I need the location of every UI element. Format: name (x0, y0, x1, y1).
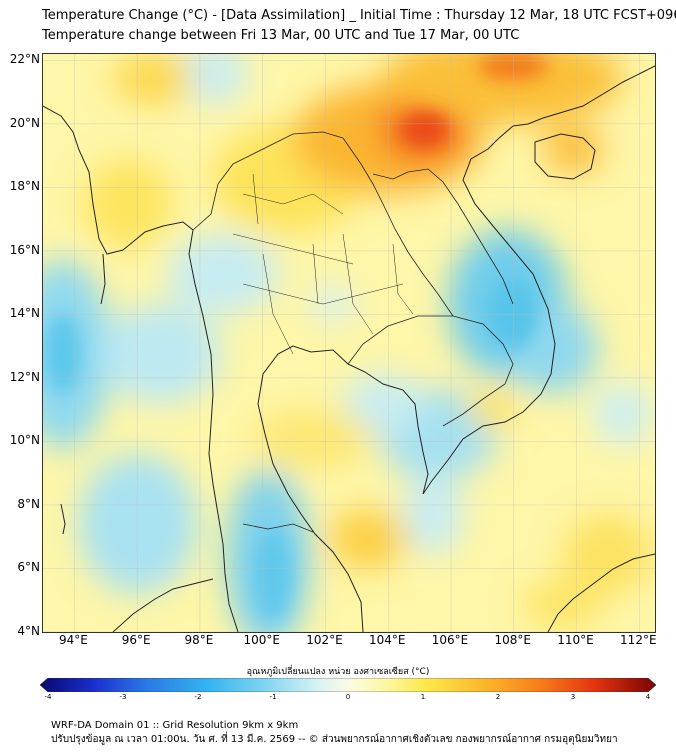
hotspot-layer (45, 54, 548, 619)
border-thailand-myanmar (192, 131, 344, 231)
map-title: Temperature Change (°C) - [Data Assimila… (42, 8, 676, 23)
footer-update-info: ปรับปรุงข้อมูล ณ เวลา 01:00น. วัน ศ. ที่… (51, 734, 618, 745)
graticule (43, 54, 655, 632)
longitude-label: 102°E (306, 633, 343, 647)
longitude-label: 94°E (58, 633, 88, 647)
latitude-label: 14°N (9, 306, 40, 321)
temperature-field-layer (43, 54, 653, 632)
coastline-gulf-east (347, 125, 556, 495)
nicobar-islands (60, 503, 66, 535)
colorbar-title: อุณหภูมิเปลี่ยนแปลง หน่วย องศาเซลเซียส (… (246, 667, 430, 677)
footer-model-info: WRF-DA Domain 01 :: Grid Resolution 9km … (51, 720, 299, 731)
longitude-label: 110°E (557, 633, 594, 647)
colorbar-tick-label: -4 (44, 693, 52, 701)
coastlines-and-borders (43, 65, 655, 632)
border-thailand-laos (342, 137, 454, 317)
colorbar-tick-label: -3 (119, 693, 127, 701)
coastline-myanmar (43, 105, 239, 632)
colorbar-tick-label: 4 (645, 693, 651, 701)
hainan-island (534, 133, 596, 180)
longitude-label: 96°E (121, 633, 151, 647)
colorbar-tick-label: 0 (345, 693, 351, 701)
latitude-label: 10°N (9, 433, 40, 448)
andaman-islands (100, 253, 106, 305)
colorbar-tick-label: -2 (194, 693, 202, 701)
colorbar-gradient-bar (40, 678, 656, 692)
coastline-sumatra (112, 578, 214, 632)
longitude-label: 98°E (184, 633, 214, 647)
border-cambodia (347, 315, 514, 427)
latitude-label: 22°N (9, 52, 40, 67)
latitude-label: 18°N (9, 179, 40, 194)
colorbar (40, 678, 656, 692)
latitude-label: 16°N (9, 242, 40, 257)
coastline-borneo (547, 553, 655, 632)
coastline-gulf-west (257, 345, 364, 632)
colorbar-tick-label: -1 (269, 693, 277, 701)
longitude-label: 100°E (243, 633, 280, 647)
longitude-label: 112°E (620, 633, 657, 647)
temperature-change-map[interactable] (43, 54, 655, 632)
border-laos-vietnam (372, 168, 514, 305)
coastline-south-china (512, 65, 655, 127)
longitude-label: 104°E (368, 633, 406, 647)
border-malaysia (242, 523, 314, 533)
longitude-label: 108°E (494, 633, 532, 647)
latitude-label: 8°N (17, 496, 40, 511)
latitude-label: 4°N (17, 624, 40, 638)
latitude-label: 20°N (9, 115, 40, 130)
province-borders-thailand (232, 173, 414, 355)
latitude-label: 6°N (17, 560, 40, 575)
colorbar-tick-label: 3 (570, 693, 576, 701)
colorbar-tick-label: 1 (420, 693, 426, 701)
map-subtitle: Temperature change between Fri 13 Mar, 0… (42, 28, 520, 43)
latitude-label: 12°N (9, 369, 40, 384)
colorbar-tick-label: 2 (495, 693, 501, 701)
longitude-label: 106°E (431, 633, 469, 647)
map-plot-area[interactable] (42, 53, 656, 633)
